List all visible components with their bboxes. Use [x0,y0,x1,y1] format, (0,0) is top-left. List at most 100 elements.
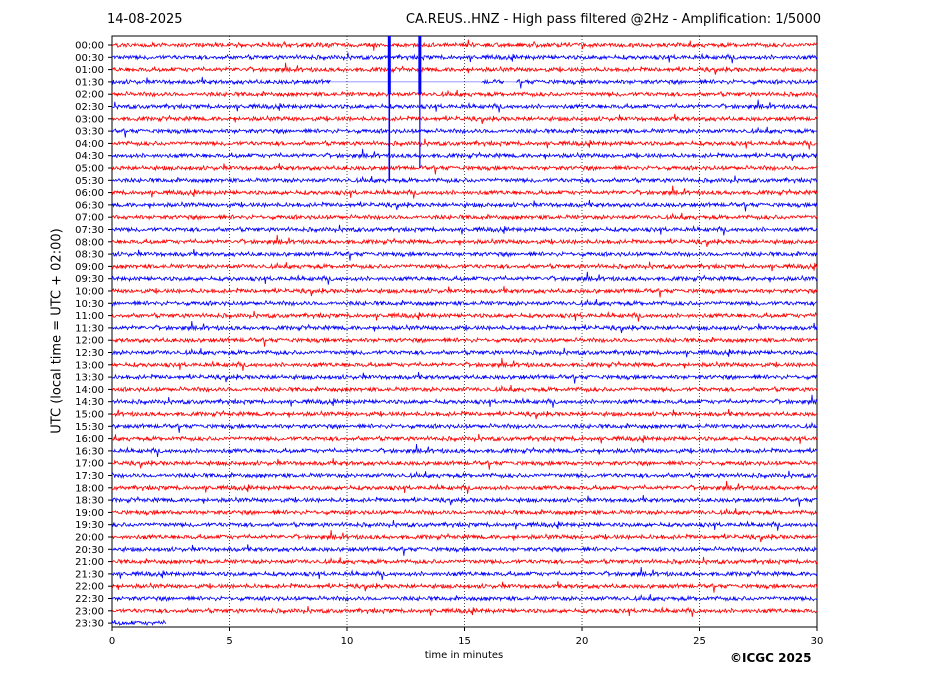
y-tick-label: 07:00 [75,213,104,224]
trace-1930 [111,519,818,531]
trace-1400 [111,384,818,393]
y-tick-label: 02:00 [75,90,104,101]
trace-1730 [111,470,818,480]
trace-2330 [111,619,167,627]
y-tick-label: 01:00 [75,65,104,76]
y-tick-label: 13:00 [75,360,104,371]
y-tick-label: 06:00 [75,188,104,199]
y-axis-label: UTC (local time = UTC + 02:00) [49,228,65,434]
trace-2200 [111,581,818,593]
trace-0230 [111,99,818,113]
y-tick-label: 08:00 [75,237,104,248]
y-tick-label: 21:30 [75,569,104,580]
trace-0630 [111,199,818,212]
trace-0330 [111,126,817,138]
trace-1100 [111,310,818,322]
trace-1900 [111,507,818,517]
y-tick-label: 09:00 [75,262,104,273]
y-tick-label: 01:30 [75,77,104,88]
trace-1000 [111,285,818,298]
y-tick-label: 05:00 [75,164,104,175]
trace-2100 [111,556,818,566]
y-tick-label: 03:30 [75,127,104,138]
y-tick-label: 04:30 [75,151,104,162]
y-tick-label: 06:30 [75,200,104,211]
y-tick-label: 22:00 [75,582,104,593]
trace-1700 [111,458,818,470]
trace-1200 [111,336,818,347]
trace-0430 [111,148,818,161]
trace-0030 [111,52,818,64]
trace-0130 [111,76,818,89]
x-tick-label: 5 [226,636,232,647]
plot-frame [111,35,818,628]
trace-0000 [111,39,818,51]
y-tick-label: 10:00 [75,287,104,298]
trace-0830 [111,249,818,261]
trace-0900 [111,261,818,272]
y-tick-label: 08:30 [75,250,104,261]
trace-0600 [111,185,818,199]
x-tick-label: 15 [458,636,471,647]
x-axis-label: time in minutes [424,650,504,661]
chart-title: CA.REUS..HNZ - High pass filtered @2Hz -… [405,12,821,27]
trace-1530 [111,421,818,433]
trace-1330 [111,372,818,384]
y-tick-label: 15:00 [75,410,104,421]
y-tick-label: 03:00 [75,114,104,125]
date-label: 14-08-2025 [107,12,183,27]
y-tick-label: 05:30 [75,176,104,187]
trace-1800 [111,480,818,494]
y-tick-label: 04:00 [75,139,104,150]
x-tick-label: 0 [109,636,115,647]
y-tick-label: 15:30 [75,422,104,433]
trace-1600 [111,433,818,444]
trace-2000 [111,530,818,543]
trace-2130 [111,566,818,580]
trace-1300 [111,357,818,371]
y-tick-label: 22:30 [75,594,104,605]
y-tick-label: 19:00 [75,508,104,519]
x-tick-label: 20 [576,636,589,647]
trace-0300 [111,113,818,124]
y-tick-label: 23:30 [75,619,104,630]
y-tick-label: 09:30 [75,274,104,285]
trace-1830 [111,495,818,507]
x-tick-label: 25 [693,636,706,647]
y-tick-label: 12:30 [75,348,104,359]
x-tick-label: 30 [811,636,824,647]
y-tick-label: 10:30 [75,299,104,310]
trace-1030 [111,298,818,307]
y-tick-label: 07:30 [75,225,104,236]
y-tick-label: 13:30 [75,373,104,384]
trace-0100 [111,62,818,75]
y-tick-label: 00:30 [75,53,104,64]
y-tick-label: 14:00 [75,385,104,396]
y-tick-label: 02:30 [75,102,104,113]
trace-0700 [111,212,818,221]
x-tick-label: 10 [341,636,354,647]
trace-0400 [111,138,818,150]
trace-0500 [111,162,817,175]
y-tick-label: 12:00 [75,336,104,347]
y-tick-label: 18:00 [75,483,104,494]
trace-0930 [111,271,818,285]
y-tick-label: 23:00 [75,606,104,617]
trace-0730 [111,224,818,236]
trace-1430 [111,394,818,408]
y-tick-label: 11:00 [75,311,104,322]
y-tick-label: 16:30 [75,446,104,457]
y-tick-label: 17:00 [75,459,104,470]
trace-1130 [111,320,818,334]
copyright-label: ©ICGC 2025 [730,651,812,665]
y-tick-label: 21:00 [75,557,104,568]
trace-1630 [111,443,818,457]
trace-0530 [111,175,818,184]
y-tick-label: 19:30 [75,520,104,531]
y-tick-label: 14:30 [75,397,104,408]
trace-2300 [111,606,818,617]
trace-2030 [111,544,818,556]
y-tick-label: 11:30 [75,323,104,334]
y-tick-label: 20:00 [75,533,104,544]
